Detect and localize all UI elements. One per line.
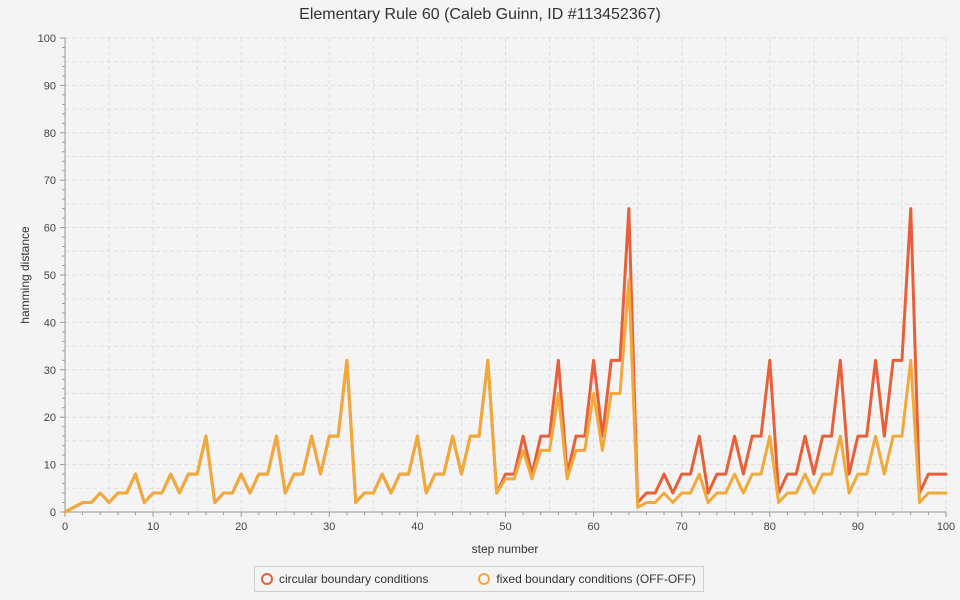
- series-line-fixed: [63, 278, 948, 514]
- legend-swatch-circular: [261, 573, 273, 585]
- y-tick-label: 30: [44, 365, 56, 377]
- chart-title: Elementary Rule 60 (Caleb Guinn, ID #113…: [299, 6, 661, 23]
- x-tick-label: 30: [323, 521, 335, 533]
- y-tick-label: 60: [44, 223, 56, 235]
- x-tick-label: 10: [147, 521, 159, 533]
- x-tick-label: 80: [764, 521, 776, 533]
- x-tick-label: 100: [937, 521, 955, 533]
- legend-label-circular: circular boundary conditions: [279, 572, 429, 586]
- legend: circular boundary conditions fixed bound…: [254, 566, 704, 592]
- x-axis-label: step number: [472, 542, 539, 556]
- y-tick-label: 0: [50, 507, 56, 519]
- legend-item-fixed[interactable]: fixed boundary conditions (OFF-OFF): [478, 572, 696, 586]
- x-tick-label: 90: [852, 521, 864, 533]
- series-layer: [63, 207, 948, 514]
- x-tick-label: 50: [499, 521, 511, 533]
- legend-item-circular[interactable]: circular boundary conditions: [261, 572, 428, 586]
- x-tick-label: 70: [676, 521, 688, 533]
- axes: 0 10 20 30 40 50 60 70 80 90 100 0 10 20 30 40 50 60 70 80 9…: [38, 33, 956, 533]
- y-tick-label: 10: [44, 460, 56, 472]
- y-tick-label: 20: [44, 412, 56, 424]
- y-axis-label: hamming distance: [18, 226, 32, 324]
- y-tick-label: 50: [44, 270, 56, 282]
- x-tick-label: 20: [235, 521, 247, 533]
- legend-swatch-fixed: [478, 573, 491, 585]
- x-tick-label: 60: [587, 521, 599, 533]
- y-tick-label: 70: [44, 175, 56, 187]
- y-tick-label: 80: [44, 128, 56, 140]
- y-tick-label: 40: [44, 317, 56, 329]
- y-tick-label: 90: [44, 80, 56, 92]
- x-tick-label: 0: [62, 521, 68, 533]
- legend-label-fixed: fixed boundary conditions (OFF-OFF): [496, 572, 696, 586]
- x-tick-label: 40: [411, 521, 423, 533]
- y-tick-label: 100: [38, 33, 56, 45]
